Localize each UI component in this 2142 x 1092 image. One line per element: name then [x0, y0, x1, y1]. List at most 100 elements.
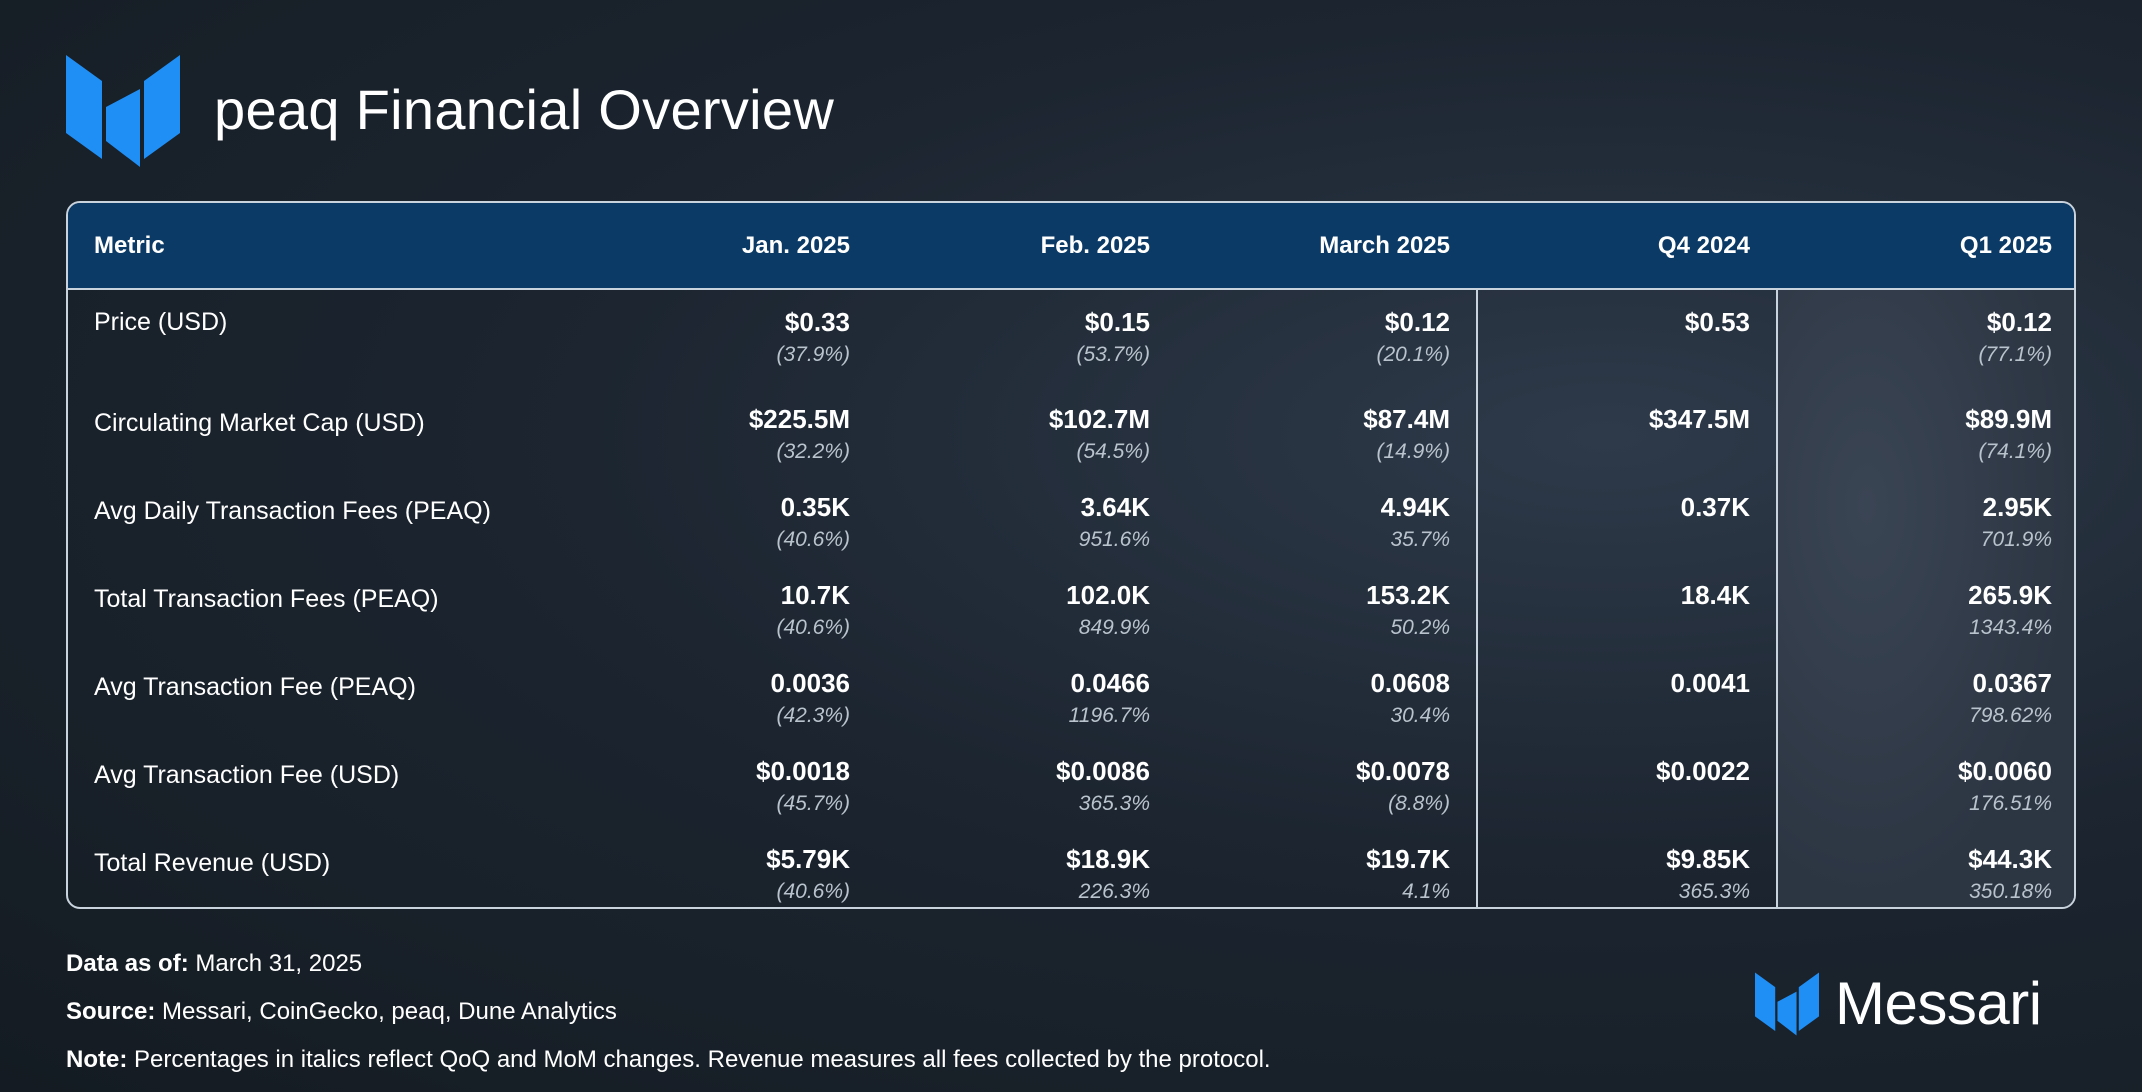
- column-divider: [1776, 203, 1778, 907]
- value-cell: $347.5M: [1476, 389, 1776, 477]
- cell-value: 102.0K: [1066, 580, 1150, 610]
- column-header: Q1 2025: [1959, 231, 2052, 259]
- value-cell: $102.7M (54.5%): [876, 389, 1176, 477]
- cell-change: (54.5%): [1076, 440, 1150, 463]
- cell-value: 153.2K: [1366, 580, 1450, 610]
- cell-value: $225.5M: [748, 404, 850, 434]
- cell-change: 365.3%: [1078, 792, 1150, 815]
- value-cell: $0.53: [1476, 289, 1776, 389]
- table-row: Total Revenue (USD) $5.79K (40.6%) $18.9K 22…: [68, 829, 2074, 907]
- cell-value: 0.0608: [1370, 668, 1450, 698]
- value-cell: $0.0018 (45.7%): [576, 741, 876, 829]
- source-value: Messari, CoinGecko, peaq, Dune Analytics: [155, 998, 617, 1025]
- value-cell: $9.85K 365.3%: [1476, 829, 1776, 907]
- value-cell: $0.12 (20.1%): [1176, 289, 1476, 389]
- value-cell: $89.9M (74.1%): [1776, 389, 2074, 477]
- cell-change: 176.51%: [1969, 792, 2052, 815]
- brand-logo: Messari: [1755, 972, 2042, 1036]
- cell-value: 2.95K: [1982, 492, 2052, 522]
- messari-logo-icon: [66, 55, 180, 167]
- cell-change: 1343.4%: [1969, 616, 2052, 639]
- metric-cell: Avg Daily Transaction Fees (PEAQ): [68, 477, 576, 565]
- cell-change: 701.9%: [1980, 528, 2052, 551]
- cell-change: (42.3%): [776, 704, 850, 727]
- cell-value: $18.9K: [1066, 844, 1150, 874]
- column-header: Q4 2024: [1657, 231, 1750, 259]
- value-cell: 0.37K: [1476, 477, 1776, 565]
- cell-value: $87.4M: [1363, 404, 1450, 434]
- cell-value: $0.12: [1384, 307, 1450, 337]
- cell-change: 350.18%: [1969, 880, 2052, 903]
- cell-change: 798.62%: [1969, 704, 2052, 727]
- column-header: March 2025: [1319, 231, 1450, 259]
- cell-value: $0.0018: [756, 756, 850, 786]
- value-cell: 0.0466 1196.7%: [876, 653, 1176, 741]
- metric-label: Total Revenue (USD): [94, 849, 331, 877]
- value-cell: $0.33 (37.9%): [576, 289, 876, 389]
- cell-value: $19.7K: [1366, 844, 1450, 874]
- cell-value: 0.0041: [1670, 668, 1750, 698]
- cell-value: 0.0036: [770, 668, 850, 698]
- cell-change: 50.2%: [1390, 616, 1450, 639]
- value-cell: 0.0608 30.4%: [1176, 653, 1476, 741]
- cell-value: $0.0060: [1958, 756, 2052, 786]
- cell-value: $0.53: [1684, 307, 1750, 337]
- metric-cell: Price (USD): [68, 289, 576, 389]
- cell-value: 4.94K: [1380, 492, 1450, 522]
- value-cell: 265.9K 1343.4%: [1776, 565, 2074, 653]
- column-header: Jan. 2025: [741, 231, 850, 259]
- metric-cell: Avg Transaction Fee (USD): [68, 741, 576, 829]
- cell-change: (40.6%): [776, 616, 850, 639]
- value-cell: 102.0K 849.9%: [876, 565, 1176, 653]
- value-cell: $5.79K (40.6%): [576, 829, 876, 907]
- source-label: Source:: [66, 998, 156, 1025]
- value-cell: 0.0041: [1476, 653, 1776, 741]
- cell-value: $0.0022: [1656, 756, 1750, 786]
- cell-change: 226.3%: [1078, 880, 1150, 903]
- cell-change: (45.7%): [776, 792, 850, 815]
- cell-value: 3.64K: [1080, 492, 1150, 522]
- value-cell: $0.15 (53.7%): [876, 289, 1176, 389]
- cell-value: $0.0086: [1056, 756, 1150, 786]
- value-cell: 0.0036 (42.3%): [576, 653, 876, 741]
- financial-table: Metric Jan. 2025 Feb. 2025 March 2025 Q4 202…: [66, 201, 2076, 909]
- metric-label: Avg Daily Transaction Fees (PEAQ): [94, 497, 491, 525]
- cell-change: (40.6%): [776, 528, 850, 551]
- metric-label: Avg Transaction Fee (PEAQ): [94, 673, 416, 701]
- value-cell: $0.0022: [1476, 741, 1776, 829]
- cell-change: (32.2%): [776, 440, 850, 463]
- cell-value: $5.79K: [766, 844, 850, 874]
- source-line: Source: Messari, CoinGecko, peaq, Dune A…: [66, 988, 1271, 1036]
- metric-label: Avg Transaction Fee (USD): [94, 761, 400, 789]
- cell-value: 0.37K: [1680, 492, 1750, 522]
- cell-change: (14.9%): [1376, 440, 1450, 463]
- footer-notes: Data as of: March 31, 2025 Source: Messa…: [66, 940, 1271, 1084]
- cell-value: $102.7M: [1048, 404, 1150, 434]
- cell-value: $0.33: [784, 307, 850, 337]
- metric-cell: Total Revenue (USD): [68, 829, 576, 907]
- value-cell: 153.2K 50.2%: [1176, 565, 1476, 653]
- cell-value: $0.15: [1084, 307, 1150, 337]
- cell-value: $89.9M: [1965, 404, 2052, 434]
- data-as-of-line: Data as of: March 31, 2025: [66, 940, 1271, 988]
- table-row: Price (USD) $0.33 (37.9%) $0.15 (53.7%) $0.12…: [68, 289, 2074, 389]
- value-cell: $0.0078 (8.8%): [1176, 741, 1476, 829]
- value-cell: 18.4K: [1476, 565, 1776, 653]
- table-header-row: Metric Jan. 2025 Feb. 2025 March 2025 Q4 202…: [68, 203, 2074, 289]
- value-cell: 0.0367 798.62%: [1776, 653, 2074, 741]
- cell-value: 10.7K: [780, 580, 850, 610]
- metric-label: Total Transaction Fees (PEAQ): [94, 585, 439, 613]
- brand-name: Messari: [1835, 970, 2042, 1037]
- metric-cell: Avg Transaction Fee (PEAQ): [68, 653, 576, 741]
- note-label: Note:: [66, 1046, 128, 1073]
- cell-value: $44.3K: [1968, 844, 2052, 874]
- value-cell: $44.3K 350.18%: [1776, 829, 2074, 907]
- note-value: Percentages in italics reflect QoQ and M…: [127, 1046, 1271, 1073]
- page-title: peaq Financial Overview: [214, 78, 835, 141]
- cell-change: (8.8%): [1388, 792, 1450, 815]
- cell-change: (74.1%): [1978, 440, 2052, 463]
- value-cell: $18.9K 226.3%: [876, 829, 1176, 907]
- metric-label: Circulating Market Cap (USD): [94, 409, 425, 437]
- value-cell: 2.95K 701.9%: [1776, 477, 2074, 565]
- value-cell: $0.0060 176.51%: [1776, 741, 2074, 829]
